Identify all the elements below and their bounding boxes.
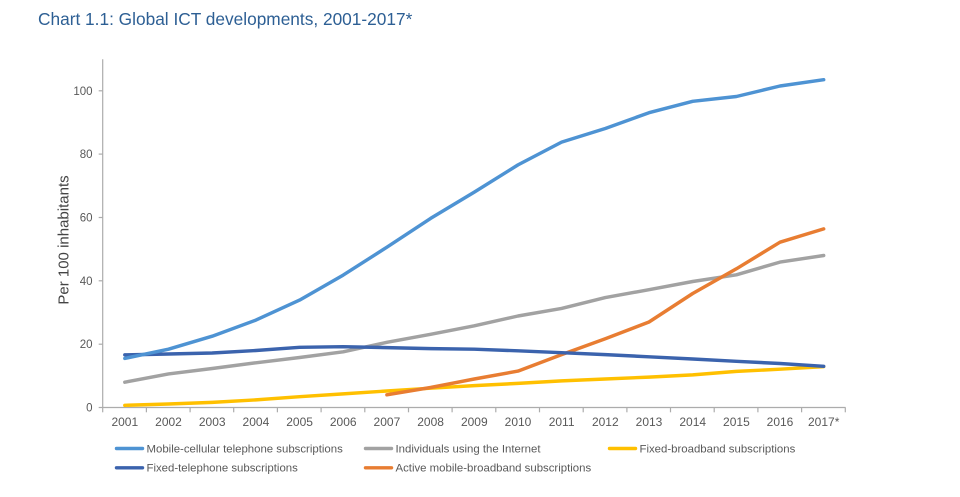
svg-text:20: 20 xyxy=(80,339,93,351)
svg-text:2006: 2006 xyxy=(330,415,357,429)
svg-text:2008: 2008 xyxy=(417,415,444,429)
svg-text:2001: 2001 xyxy=(111,415,138,429)
svg-text:2009: 2009 xyxy=(461,415,488,429)
svg-text:2005: 2005 xyxy=(286,415,313,429)
svg-text:2013: 2013 xyxy=(636,415,663,429)
svg-text:Per 100 inhabitants: Per 100 inhabitants xyxy=(56,175,73,304)
svg-text:2010: 2010 xyxy=(505,415,532,429)
svg-text:60: 60 xyxy=(80,213,93,225)
svg-text:2002: 2002 xyxy=(155,415,182,429)
svg-text:2014: 2014 xyxy=(679,415,706,429)
svg-text:40: 40 xyxy=(80,276,93,288)
svg-text:Active mobile-broadband subscr: Active mobile-broadband subscriptions xyxy=(396,463,592,475)
svg-text:Individuals using the Internet: Individuals using the Internet xyxy=(396,443,542,455)
svg-text:2003: 2003 xyxy=(199,415,226,429)
svg-text:100: 100 xyxy=(73,86,92,98)
svg-text:2007: 2007 xyxy=(374,415,401,429)
svg-text:2016: 2016 xyxy=(767,415,794,429)
svg-text:2012: 2012 xyxy=(592,415,619,429)
svg-text:Fixed-telephone subscriptions: Fixed-telephone subscriptions xyxy=(147,463,299,475)
svg-text:Mobile-cellular telephone subs: Mobile-cellular telephone subscriptions xyxy=(147,443,344,455)
svg-text:2015: 2015 xyxy=(723,415,750,429)
svg-text:2011: 2011 xyxy=(549,415,575,429)
svg-text:2017*: 2017* xyxy=(808,415,840,429)
svg-text:0: 0 xyxy=(86,403,92,415)
svg-text:80: 80 xyxy=(80,149,93,161)
svg-text:Fixed-broadband subscriptions: Fixed-broadband subscriptions xyxy=(640,443,796,455)
svg-text:2004: 2004 xyxy=(243,415,270,429)
